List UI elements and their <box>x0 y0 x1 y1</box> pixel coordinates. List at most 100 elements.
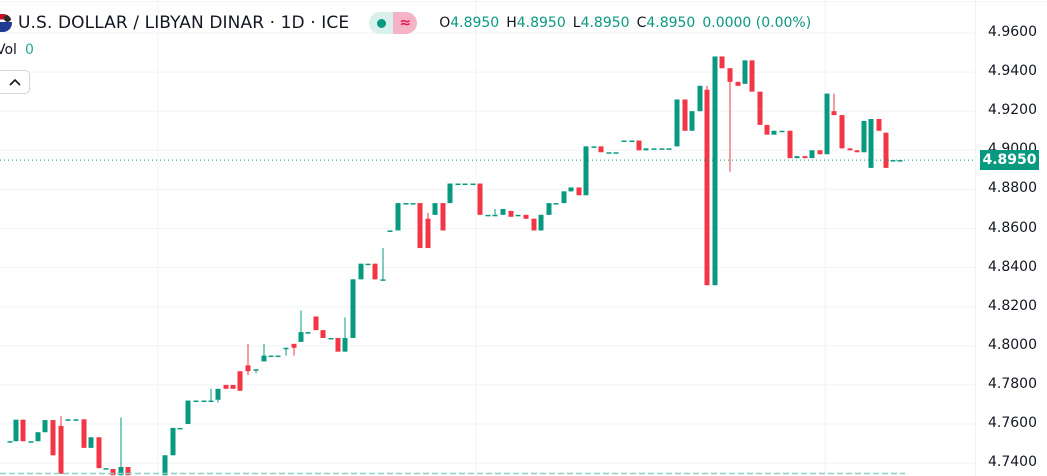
candle-up <box>170 427 176 456</box>
candle-down <box>425 212 431 249</box>
grid-lines <box>0 0 975 476</box>
candle-down <box>477 183 483 215</box>
candle-down <box>847 148 853 151</box>
candle-up <box>283 347 289 356</box>
candle-up <box>629 140 635 143</box>
candle-down <box>749 60 755 92</box>
candle-up <box>659 148 665 150</box>
price-axis-label: 4.7800 <box>988 375 1037 392</box>
candle-up <box>666 148 672 150</box>
market-status-pill[interactable]: ≈ <box>369 12 418 34</box>
volume-value: 0 <box>24 42 34 58</box>
candle-down <box>854 150 860 153</box>
candle-down <box>230 384 236 389</box>
candle-up <box>890 160 896 162</box>
candle-up <box>7 441 13 443</box>
candle-up <box>298 310 304 342</box>
candle-down <box>883 132 889 168</box>
candle-up <box>193 400 199 403</box>
symbol-title[interactable]: U.S. DOLLAR / LIBYAN DINAR · 1D · ICE <box>18 13 350 33</box>
candle-up <box>546 203 552 215</box>
candle-down <box>831 93 837 116</box>
price-axis-label: 4.8800 <box>988 180 1037 197</box>
candle-up <box>643 148 649 151</box>
candle-up <box>771 130 777 135</box>
open-label: O <box>439 15 451 31</box>
price-axis-label: 4.8000 <box>988 336 1037 353</box>
low-label: L <box>572 15 581 31</box>
candle-up <box>583 146 589 196</box>
candle-up <box>824 93 830 155</box>
candle-up <box>305 332 311 334</box>
price-axis-label: 4.7400 <box>988 454 1037 471</box>
price-axis-label: 4.7600 <box>988 415 1037 431</box>
high-value: 4.8950 <box>516 15 566 31</box>
candle-up <box>432 203 438 215</box>
candle-up <box>606 152 612 154</box>
candle-up <box>342 317 348 352</box>
candle-up <box>395 203 401 231</box>
candle-up <box>809 150 815 159</box>
candle-up <box>485 214 491 217</box>
candle-down <box>576 187 582 196</box>
low-value: 4.8950 <box>580 15 630 31</box>
candle-up <box>897 160 903 162</box>
candle-up <box>208 388 214 403</box>
candle-up <box>35 432 41 442</box>
candle-up <box>779 130 785 133</box>
candle-down <box>735 81 741 86</box>
candle-up <box>861 120 867 153</box>
candle-up <box>215 388 221 403</box>
candle-up <box>268 355 274 358</box>
volume-label: Vol <box>0 42 17 58</box>
candle-down <box>508 210 514 217</box>
candle-down <box>802 156 808 159</box>
price-axis-label: 4.8600 <box>988 219 1037 236</box>
candle-up <box>275 355 281 358</box>
candles <box>7 56 903 476</box>
candle-up <box>261 343 267 362</box>
candle-up <box>380 248 386 281</box>
candle-up <box>350 279 356 338</box>
candle-up <box>13 419 19 442</box>
candle-down <box>50 420 56 456</box>
candle-down <box>757 91 763 125</box>
candle-up <box>568 187 574 192</box>
usd-lyd-flag-icon <box>0 14 12 32</box>
market-open-dot-icon <box>369 12 394 34</box>
candle-up <box>613 152 619 154</box>
candle-up <box>689 111 695 131</box>
candle-up <box>88 437 94 448</box>
high-label: H <box>506 15 517 31</box>
candle-up <box>697 85 703 112</box>
price-axis-label: 4.9400 <box>988 63 1037 80</box>
price-axis-label: 4.8200 <box>988 297 1037 314</box>
approx-icon: ≈ <box>393 12 418 34</box>
candle-up <box>118 417 124 476</box>
candle-down <box>320 330 326 338</box>
candle-down <box>96 437 102 469</box>
candle-up <box>492 208 498 217</box>
candle-down <box>335 337 341 352</box>
candle-up <box>42 420 48 433</box>
candle-up <box>462 183 468 186</box>
candle-up <box>651 148 657 150</box>
candle-up <box>447 183 453 204</box>
candle-up <box>455 183 461 186</box>
candle-up <box>500 208 506 215</box>
candle-up <box>470 183 476 186</box>
price-axis-label: 4.9200 <box>988 102 1037 119</box>
collapse-legend-button[interactable] <box>0 70 30 94</box>
candle-up <box>177 427 183 430</box>
close-label: C <box>636 15 647 31</box>
volume-legend: Vol 0 <box>0 42 34 58</box>
candle-down <box>110 468 116 476</box>
candle-up <box>403 203 409 205</box>
candle-up <box>712 56 718 286</box>
candle-up <box>328 337 334 340</box>
candle-up <box>742 60 748 84</box>
candle-down <box>727 68 733 172</box>
change-value: 0.0000 (0.00%) <box>702 15 812 31</box>
candle-down <box>223 384 229 389</box>
